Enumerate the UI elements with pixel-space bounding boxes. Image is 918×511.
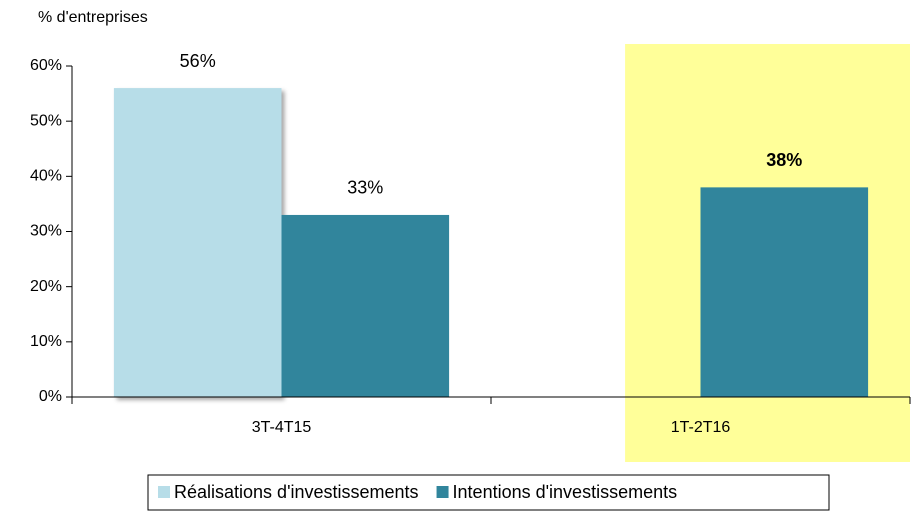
legend-swatch [436, 486, 449, 498]
data-label: 33% [347, 178, 383, 198]
data-label: 56% [180, 51, 216, 71]
y-tick-label: 10% [30, 333, 62, 350]
bar [281, 214, 450, 397]
y-tick-label: 30% [30, 223, 62, 240]
x-tick-label: 1T-2T16 [671, 419, 731, 436]
legend-label: Intentions d'investissements [453, 482, 678, 502]
data-label: 38% [766, 150, 802, 170]
y-axis-title: % d'entreprises [38, 9, 148, 26]
y-tick-label: 40% [30, 168, 62, 185]
bar [700, 187, 869, 397]
x-tick-label: 3T-4T15 [252, 419, 312, 436]
y-tick-label: 0% [39, 388, 62, 405]
y-tick-label: 60% [30, 57, 62, 74]
bar [113, 88, 282, 398]
legend-label: Réalisations d'investissements [174, 482, 419, 502]
legend-box [147, 474, 830, 511]
y-tick-label: 50% [30, 112, 62, 129]
y-tick-label: 20% [30, 278, 62, 295]
legend-swatch [158, 486, 170, 498]
